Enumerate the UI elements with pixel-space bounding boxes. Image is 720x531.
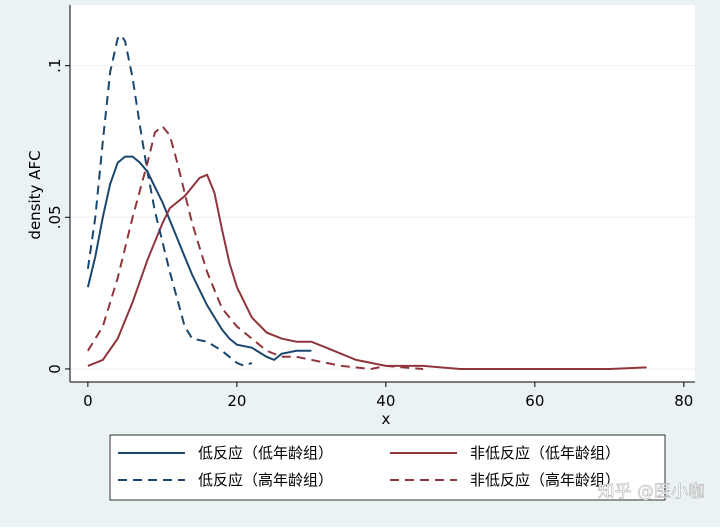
density-line (86, 155, 312, 362)
density-line (87, 124, 424, 371)
legend-label: 低反应（低年龄组） (198, 444, 333, 462)
y-tick-label: .05 (46, 205, 64, 229)
legend-label: 非低反应（低年龄组） (470, 444, 620, 462)
legend (109, 434, 666, 501)
x-tick-label: 60 (525, 392, 544, 410)
watermark: 知乎 @医小咖 (598, 482, 705, 502)
x-tick-label: 20 (227, 392, 246, 410)
density-line (86, 33, 253, 367)
y-tick-label: 0 (46, 364, 64, 374)
legend-label: 非低反应（高年龄组） (470, 471, 620, 489)
y-axis-label: density AFC (26, 150, 44, 239)
x-tick-label: 0 (83, 392, 93, 410)
x-axis-label: x (382, 410, 391, 428)
x-tick-label: 40 (376, 392, 395, 410)
plot-area (70, 5, 695, 382)
legend-label: 低反应（高年龄组） (198, 471, 333, 489)
x-tick-label: 80 (674, 392, 693, 410)
y-tick-label: .1 (46, 59, 64, 73)
